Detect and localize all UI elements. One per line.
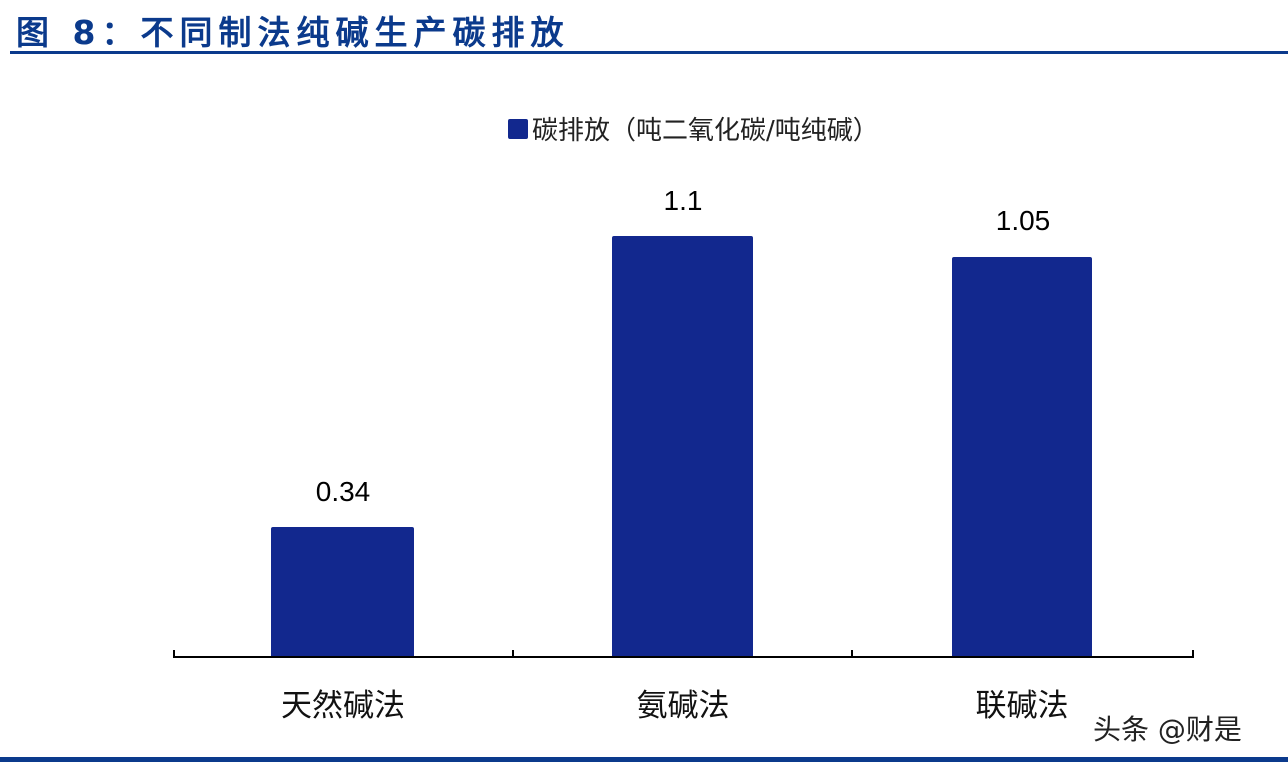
x-axis-tick <box>512 650 514 658</box>
x-axis-tick <box>173 650 175 658</box>
bar-natural-soda <box>271 527 414 657</box>
x-tick-label: 天然碱法 <box>281 688 405 724</box>
data-label: 1.05 <box>995 205 1051 236</box>
data-label: 0.34 <box>315 476 371 507</box>
x-axis <box>174 656 1194 658</box>
x-tick-label: 联碱法 <box>975 688 1069 724</box>
x-tick-label: 氨碱法 <box>636 688 730 724</box>
chart-legend: 碳排放（吨二氧化碳/吨纯碱） <box>508 110 879 147</box>
title-divider <box>10 51 1288 54</box>
bottom-divider <box>0 757 1288 762</box>
bar-ammonia-soda <box>612 236 753 657</box>
legend-label: 碳排放（吨二氧化碳/吨纯碱） <box>532 116 879 146</box>
legend-swatch <box>508 118 528 139</box>
x-axis-tick <box>1192 650 1194 658</box>
figure-title: 图 8：不同制法纯碱生产碳排放 <box>16 13 570 52</box>
bar-combined-soda <box>952 257 1092 657</box>
data-label: 1.1 <box>663 185 703 216</box>
watermark: 头条 @财是 <box>1093 713 1242 746</box>
x-axis-tick <box>851 650 853 658</box>
